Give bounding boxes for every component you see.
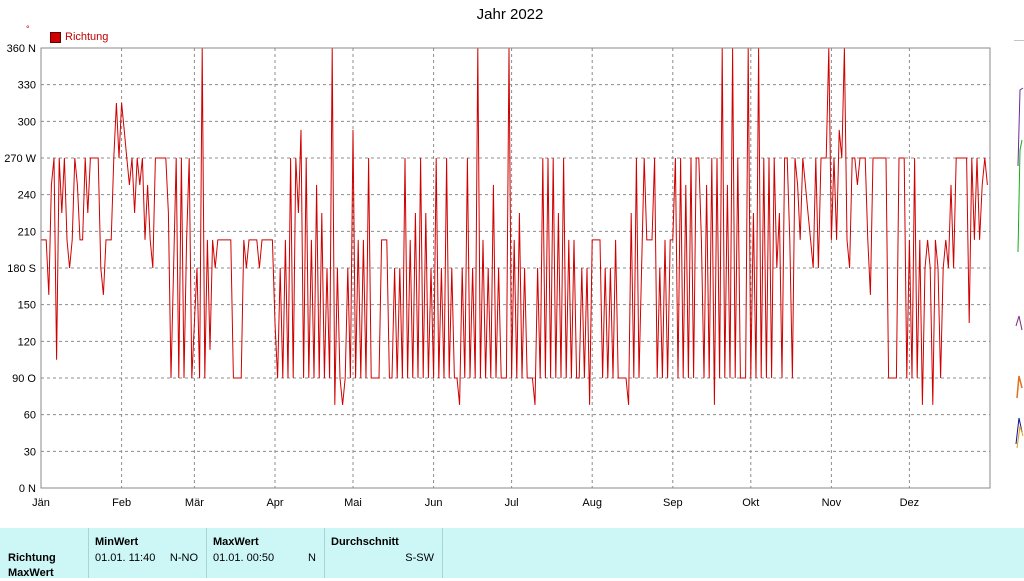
min-time: 01.01. 11:40 (95, 552, 156, 564)
stats-col-max: MaxWert 01.01. 00:50 N (206, 528, 324, 578)
y-axis: 0 N 30 60 90 O 120 150 180 S 210 240 270 W 300 330 3… (4, 43, 36, 495)
x-tick-label: Mai (344, 497, 362, 509)
legend: Richtung (50, 31, 108, 43)
stats-col-min: MinWert 01.01. 11:40 N-NO (88, 528, 206, 578)
y-tick-label: 300 (18, 116, 36, 128)
x-tick-label: Sep (663, 497, 683, 509)
x-tick-label: Feb (112, 497, 131, 509)
y-tick-label: 30 (24, 446, 36, 458)
x-tick-label: Nov (822, 497, 842, 509)
chart-title: Jahr 2022 (476, 6, 544, 23)
stats-panel: Richtung MaxWert MinWert 01.01. 11:40 N-… (0, 528, 1024, 581)
unit-mark: ° (26, 24, 30, 34)
plot-frame (40, 47, 991, 489)
x-axis: Jän Feb Mär Apr Mai Jun Jul Aug Sep Okt Nov Dez (32, 497, 919, 509)
y-tick-label: 90 O (12, 373, 36, 385)
x-tick-label: Dez (900, 497, 920, 509)
row-label-richtung: Richtung (8, 552, 56, 564)
grid-lines (41, 48, 990, 488)
x-tick-label: Jän (32, 497, 50, 509)
stats-col-avg: Durchschnitt S-SW (324, 528, 443, 578)
side-preview-strip (1014, 40, 1024, 449)
y-tick-label: 330 (18, 80, 36, 92)
y-tick-label: 150 (18, 300, 36, 312)
y-tick-label: 240 (18, 190, 36, 202)
series-line-richtung (41, 47, 988, 405)
legend-label: Richtung (65, 31, 109, 43)
x-tick-label: Okt (742, 497, 759, 509)
x-tick-label: Aug (582, 497, 602, 509)
stats-row-labels: Richtung MaxWert (8, 551, 56, 581)
min-direction: N-NO (169, 552, 198, 564)
x-tick-label: Apr (266, 497, 283, 509)
max-header: MaxWert (213, 536, 259, 548)
row-label-maxwert: MaxWert (8, 567, 54, 579)
x-tick-label: Jul (505, 497, 519, 509)
y-tick-label: 0 N (19, 483, 36, 495)
x-tick-label: Mär (185, 497, 204, 509)
chart-plot: 0 N 30 60 90 O 120 150 180 S 210 240 270 W 300 330 3… (4, 43, 991, 509)
y-tick-label: 270 W (4, 153, 36, 165)
y-tick-label: 360 N (7, 43, 36, 55)
min-header: MinWert (95, 536, 139, 548)
avg-header: Durchschnitt (331, 536, 399, 548)
y-tick-label: 210 (18, 226, 36, 238)
max-time: 01.01. 00:50 (213, 552, 275, 564)
avg-direction: S-SW (405, 552, 434, 564)
x-tick-label: Jun (425, 497, 443, 509)
y-tick-label: 60 (24, 410, 36, 422)
legend-swatch (50, 31, 61, 43)
max-direction: N (308, 552, 316, 564)
y-tick-label: 120 (18, 336, 36, 348)
y-tick-label: 180 S (7, 263, 36, 275)
